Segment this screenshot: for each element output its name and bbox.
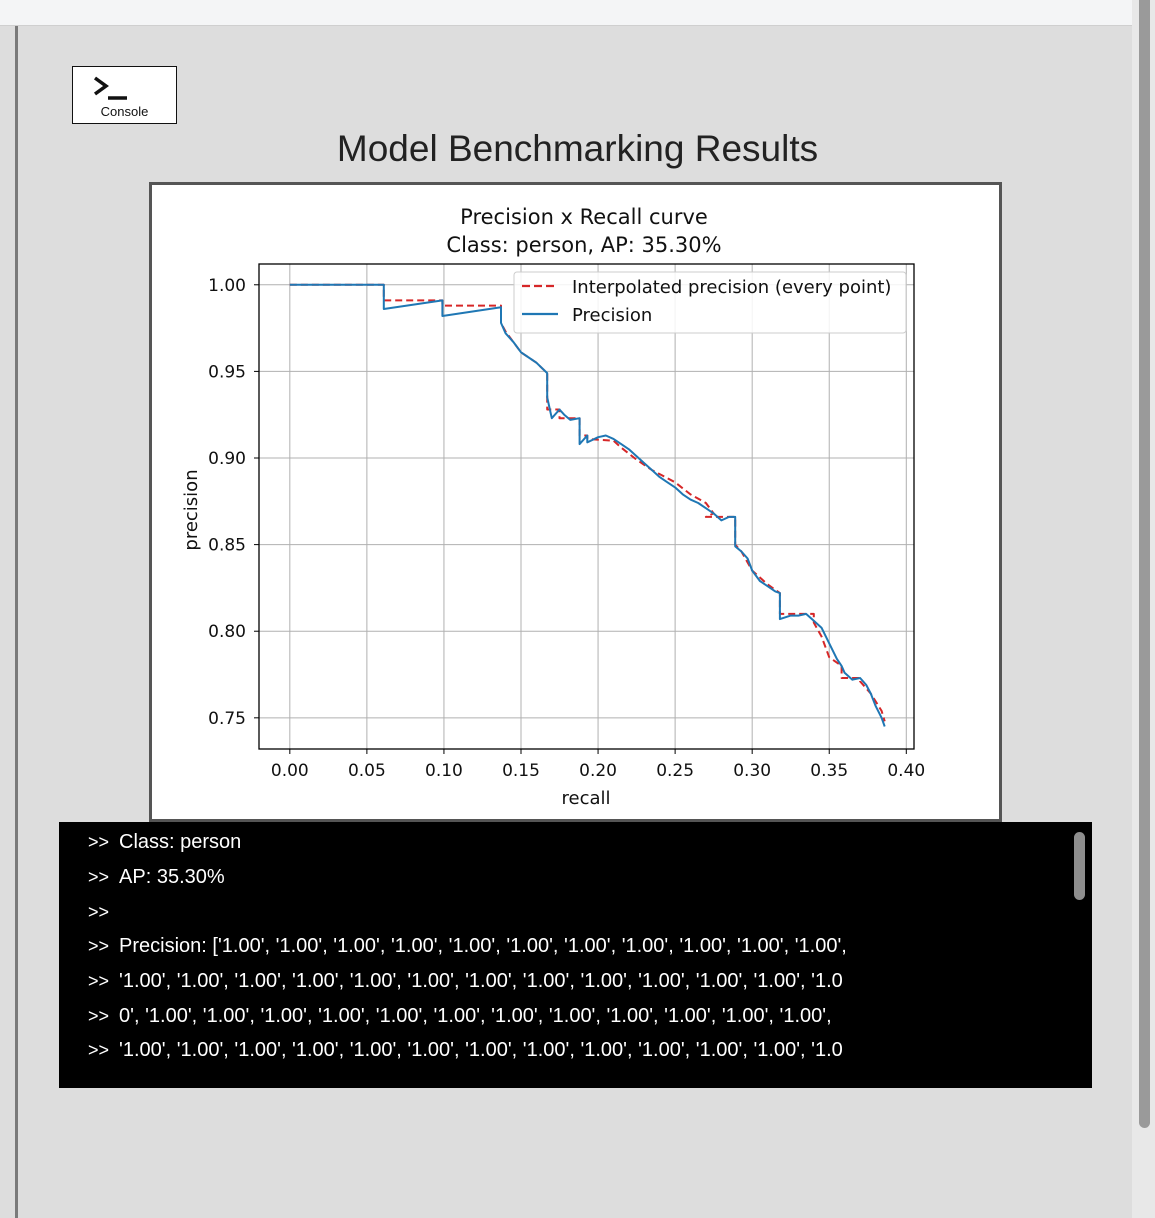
chart-subtitle: Class: person, AP: 35.30% (446, 233, 721, 257)
pr-curve-chart-svg: Precision x Recall curve Class: person, … (181, 205, 925, 809)
console-button[interactable]: Console (72, 66, 177, 124)
legend-label-precision: Precision (572, 305, 652, 326)
console-line: >> (88, 900, 119, 924)
console-line-text: '1.00', '1.00', '1.00', '1.00', '1.00', … (119, 1039, 843, 1061)
console-line-text: Class: person (119, 831, 242, 853)
console-line: >> Precision: ['1.00', '1.00', '1.00', '1… (88, 934, 847, 958)
console-line: >> '1.00', '1.00', '1.00', '1.00', '1.00'… (88, 969, 843, 993)
legend-box (513, 271, 907, 334)
y-tick-label: 0.80 (208, 622, 246, 642)
console-prompt: >> (88, 867, 110, 887)
console-scrollbar-thumb[interactable] (1074, 832, 1085, 900)
y-tick-label: 0.75 (208, 709, 246, 729)
x-tick-label: 0.25 (656, 761, 694, 781)
x-tick-label: 0.10 (425, 761, 463, 781)
pr-curve-chart: Precision x Recall curve Class: person, … (149, 182, 1002, 822)
console-line-text: '1.00', '1.00', '1.00', '1.00', '1.00', … (119, 970, 843, 992)
terminal-prompt-icon (93, 76, 127, 100)
x-tick-label: 0.15 (502, 761, 540, 781)
y-tick-label: 0.85 (208, 536, 246, 556)
y-tick-label: 0.90 (208, 449, 246, 469)
plot-area-frame (258, 263, 915, 750)
console-prompt: >> (88, 902, 110, 922)
precision-line (289, 283, 886, 727)
y-axis-label: precision (181, 469, 202, 550)
console-line: >> Class: person (88, 830, 241, 854)
chart-ticks: 0.00 0.05 0.10 0.15 0.20 0.25 0.30 0.35 0.40 0.75… (208, 276, 925, 781)
interpolated-precision-line (289, 283, 886, 722)
x-tick-label: 0.00 (271, 761, 309, 781)
console-prompt: >> (88, 1040, 110, 1060)
console-line: >> AP: 35.30% (88, 865, 225, 889)
console-line: >> '1.00', '1.00', '1.00', '1.00', '1.00'… (88, 1038, 843, 1062)
console-line: >> 0', '1.00', '1.00', '1.00', '1.00', '1… (88, 1004, 832, 1028)
chart-series (289, 283, 886, 727)
x-tick-label: 0.40 (887, 761, 925, 781)
page-scrollbar-thumb[interactable] (1139, 0, 1150, 1128)
console-line-text: AP: 35.30% (119, 866, 225, 888)
console-prompt: >> (88, 1006, 110, 1026)
console-button-label: Console (100, 104, 149, 119)
x-axis-label: recall (561, 788, 610, 809)
y-tick-label: 1.00 (208, 276, 246, 296)
console-prompt: >> (88, 832, 110, 852)
console-output-panel[interactable]: >> Class: person >> AP: 35.30% >> >> Precis… (59, 822, 1092, 1088)
console-prompt: >> (88, 971, 110, 991)
chart-grid (259, 264, 914, 749)
chart-legend: Interpolated precision (every point) Pre… (513, 271, 907, 334)
x-tick-label: 0.20 (579, 761, 617, 781)
chart-title: Precision x Recall curve (460, 205, 708, 229)
x-tick-label: 0.05 (348, 761, 386, 781)
console-prompt: >> (88, 936, 110, 956)
browser-top-bar (0, 0, 1132, 26)
page-title: Model Benchmarking Results (336, 128, 819, 169)
console-line-text: Precision: ['1.00', '1.00', '1.00', '1.0… (119, 935, 847, 957)
x-tick-label: 0.35 (810, 761, 848, 781)
console-line-text: 0', '1.00', '1.00', '1.00', '1.00', '1.0… (119, 1005, 832, 1027)
x-tick-label: 0.30 (733, 761, 771, 781)
y-tick-label: 0.95 (208, 362, 246, 382)
left-panel-border (15, 26, 18, 1218)
legend-label-interpolated: Interpolated precision (every point) (572, 277, 891, 298)
